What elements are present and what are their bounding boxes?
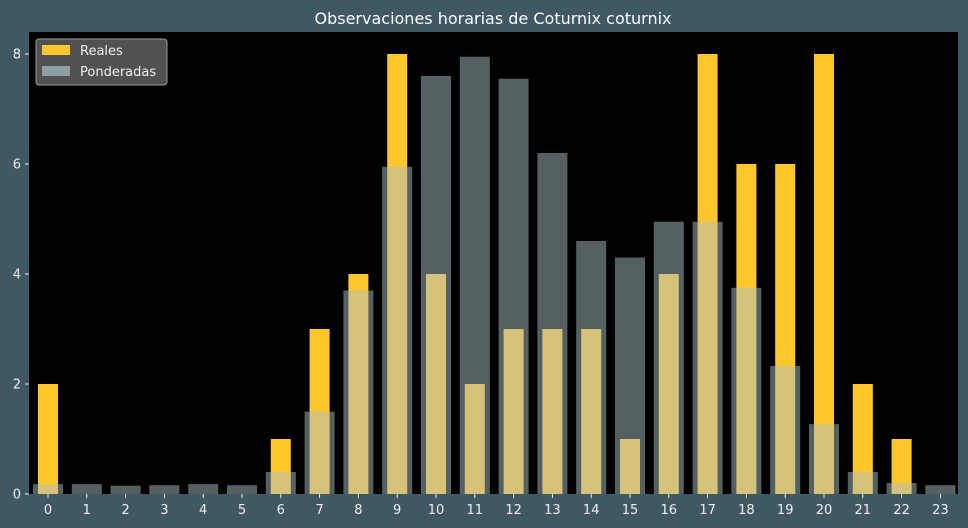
y-tick-label-6: 6 bbox=[13, 158, 21, 173]
bar-ponderadas-3 bbox=[149, 485, 180, 494]
legend-swatch-reales bbox=[42, 45, 70, 55]
legend-label-reales: Reales bbox=[80, 44, 123, 59]
x-tick-label-7: 7 bbox=[315, 503, 323, 518]
x-tick-label-10: 10 bbox=[428, 503, 445, 518]
chart-title: Observaciones horarias de Coturnix cotur… bbox=[314, 9, 671, 28]
x-tick-label-18: 18 bbox=[738, 503, 755, 518]
bar-ponderadas-23 bbox=[925, 485, 956, 494]
bar-ponderadas-7 bbox=[304, 411, 335, 494]
bar-ponderadas-20 bbox=[809, 424, 839, 494]
bar-ponderadas-15 bbox=[615, 257, 645, 494]
x-tick-label-23: 23 bbox=[932, 503, 949, 518]
x-tick-label-5: 5 bbox=[238, 503, 246, 518]
x-tick-label-1: 1 bbox=[83, 503, 91, 518]
x-tick-label-11: 11 bbox=[467, 503, 484, 518]
bar-ponderadas-4 bbox=[188, 484, 219, 494]
bar-ponderadas-9 bbox=[382, 166, 413, 494]
bar-ponderadas-8 bbox=[343, 290, 374, 494]
x-tick-label-4: 4 bbox=[199, 503, 207, 518]
bar-ponderadas-10 bbox=[421, 76, 451, 494]
x-tick-label-22: 22 bbox=[893, 503, 910, 518]
x-tick-label-17: 17 bbox=[699, 503, 716, 518]
x-tick-label-3: 3 bbox=[160, 503, 168, 518]
plot-area bbox=[29, 32, 958, 494]
bar-ponderadas-19 bbox=[770, 365, 801, 494]
legend: Reales Ponderadas bbox=[35, 38, 168, 86]
x-tick-label-16: 16 bbox=[661, 503, 678, 518]
x-tick-label-2: 2 bbox=[121, 503, 129, 518]
y-axis: 0 2 4 6 8 bbox=[13, 48, 29, 503]
bar-ponderadas-12 bbox=[498, 78, 529, 494]
legend-label-ponderadas: Ponderadas bbox=[80, 65, 156, 80]
x-tick-label-9: 9 bbox=[393, 503, 401, 518]
x-tick-label-15: 15 bbox=[622, 503, 639, 518]
legend-swatch-ponderadas bbox=[42, 66, 70, 76]
bar-reales-20 bbox=[814, 54, 834, 494]
bar-ponderadas-21 bbox=[847, 472, 878, 494]
bar-ponderadas-0 bbox=[33, 484, 63, 494]
x-tick-label-13: 13 bbox=[544, 503, 561, 518]
bar-ponderadas-13 bbox=[537, 153, 568, 494]
x-tick-label-12: 12 bbox=[505, 503, 522, 518]
bar-ponderadas-17 bbox=[692, 221, 723, 494]
x-tick-label-19: 19 bbox=[777, 503, 794, 518]
bar-ponderadas-6 bbox=[265, 472, 296, 494]
x-tick-label-21: 21 bbox=[855, 503, 872, 518]
x-tick-label-14: 14 bbox=[583, 503, 600, 518]
x-tick-label-20: 20 bbox=[816, 503, 833, 518]
bar-ponderadas-5 bbox=[227, 485, 257, 494]
y-tick-label-2: 2 bbox=[13, 378, 21, 393]
x-tick-label-8: 8 bbox=[354, 503, 362, 518]
bar-ponderadas-11 bbox=[459, 56, 490, 494]
bar-ponderadas-14 bbox=[576, 241, 607, 494]
y-tick-label-4: 4 bbox=[13, 268, 21, 283]
bar-ponderadas-16 bbox=[653, 221, 684, 494]
y-tick-label-0: 0 bbox=[13, 488, 21, 503]
bar-ponderadas-18 bbox=[731, 287, 762, 494]
bar-reales-21 bbox=[852, 384, 873, 494]
bar-reales-0 bbox=[38, 384, 58, 494]
x-tick-label-6: 6 bbox=[277, 503, 285, 518]
bar-ponderadas-22 bbox=[886, 483, 917, 494]
bar-reales-22 bbox=[891, 439, 912, 494]
bar-ponderadas-2 bbox=[110, 485, 141, 494]
bar-ponderadas-1 bbox=[71, 484, 102, 494]
x-axis: 0 1 2 3 4 5 6 7 8 9 10 11 12 13 14 15 16 17 18 19 20 21 22 23 bbox=[44, 494, 949, 518]
x-tick-label-0: 0 bbox=[44, 503, 52, 518]
bars-ponderadas bbox=[33, 56, 956, 494]
y-tick-label-8: 8 bbox=[13, 48, 21, 63]
